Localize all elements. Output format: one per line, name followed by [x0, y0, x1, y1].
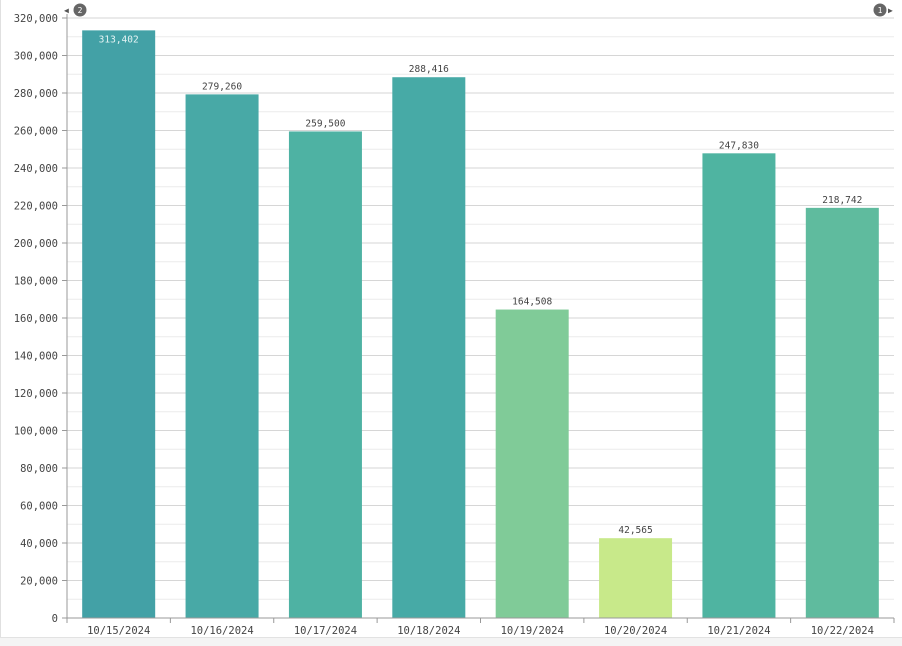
- bar[interactable]: [495, 309, 569, 618]
- y-tick-label: 220,000: [14, 201, 58, 213]
- triangle-right-icon[interactable]: ▶: [888, 6, 893, 15]
- pager-prev-count: 2: [78, 6, 83, 15]
- x-tick-label: 10/18/2024: [397, 625, 460, 637]
- bar-value-label: 42,565: [618, 525, 652, 536]
- bar[interactable]: [599, 538, 673, 618]
- y-tick-label: 0: [52, 613, 58, 625]
- pager-next-badge[interactable]: [873, 3, 887, 17]
- x-tick-label: 10/20/2024: [604, 625, 667, 637]
- x-tick-label: 10/19/2024: [501, 625, 564, 637]
- y-tick-label: 160,000: [14, 313, 58, 325]
- pager-next-count: 1: [878, 6, 883, 15]
- y-tick-label: 20,000: [20, 576, 58, 588]
- footer-strip: [0, 637, 902, 646]
- y-tick-label: 120,000: [14, 388, 58, 400]
- y-tick-label: 140,000: [14, 351, 58, 363]
- bar-value-label: 259,500: [305, 118, 345, 129]
- triangle-left-icon[interactable]: ◀: [64, 6, 69, 15]
- y-tick-label: 240,000: [14, 163, 58, 175]
- x-tick-label: 10/16/2024: [190, 625, 253, 637]
- bar-value-label: 288,416: [409, 64, 449, 75]
- left-border: [0, 0, 1, 637]
- bar[interactable]: [702, 153, 776, 618]
- x-tick-label: 10/17/2024: [294, 625, 357, 637]
- y-tick-label: 260,000: [14, 126, 58, 138]
- x-tick-label: 10/21/2024: [707, 625, 770, 637]
- y-axis: 0 20,000 40,000 60,000 80,000 100,000 120,000 1…: [14, 13, 68, 625]
- pager-prev-badge[interactable]: [73, 3, 87, 17]
- pager-next[interactable]: 1 ▶: [873, 3, 894, 17]
- bar[interactable]: [288, 131, 362, 618]
- bar-value-label: 164,508: [512, 297, 552, 308]
- y-tick-label: 180,000: [14, 276, 58, 288]
- y-tick-label: 200,000: [14, 238, 58, 250]
- y-tick-label: 280,000: [14, 88, 58, 100]
- y-tick-label: 300,000: [14, 51, 58, 63]
- y-tick-label: 80,000: [20, 463, 58, 475]
- bars: 313,402 279,260 259,500 288,416 164,508 42,56…: [82, 30, 879, 619]
- bar[interactable]: [82, 30, 156, 618]
- bar-value-label: 218,742: [822, 195, 862, 206]
- bar-value-label: 313,402: [99, 34, 139, 45]
- pager-prev[interactable]: ◀ 2: [64, 3, 87, 17]
- y-tick-label: 100,000: [14, 426, 58, 438]
- y-tick-label: 320,000: [14, 13, 58, 25]
- x-axis: 10/15/2024 10/16/2024 10/17/2024 10/18/2024…: [66, 617, 895, 637]
- bar-value-label: 279,260: [202, 81, 242, 92]
- bar[interactable]: [185, 94, 259, 618]
- bar-value-label: 247,830: [719, 140, 759, 151]
- bar[interactable]: [392, 77, 466, 619]
- x-tick-label: 10/15/2024: [87, 625, 150, 637]
- y-tick-label: 60,000: [20, 501, 58, 513]
- y-tick-label: 40,000: [20, 538, 58, 550]
- bar[interactable]: [805, 207, 879, 618]
- x-tick-label: 10/22/2024: [811, 625, 874, 637]
